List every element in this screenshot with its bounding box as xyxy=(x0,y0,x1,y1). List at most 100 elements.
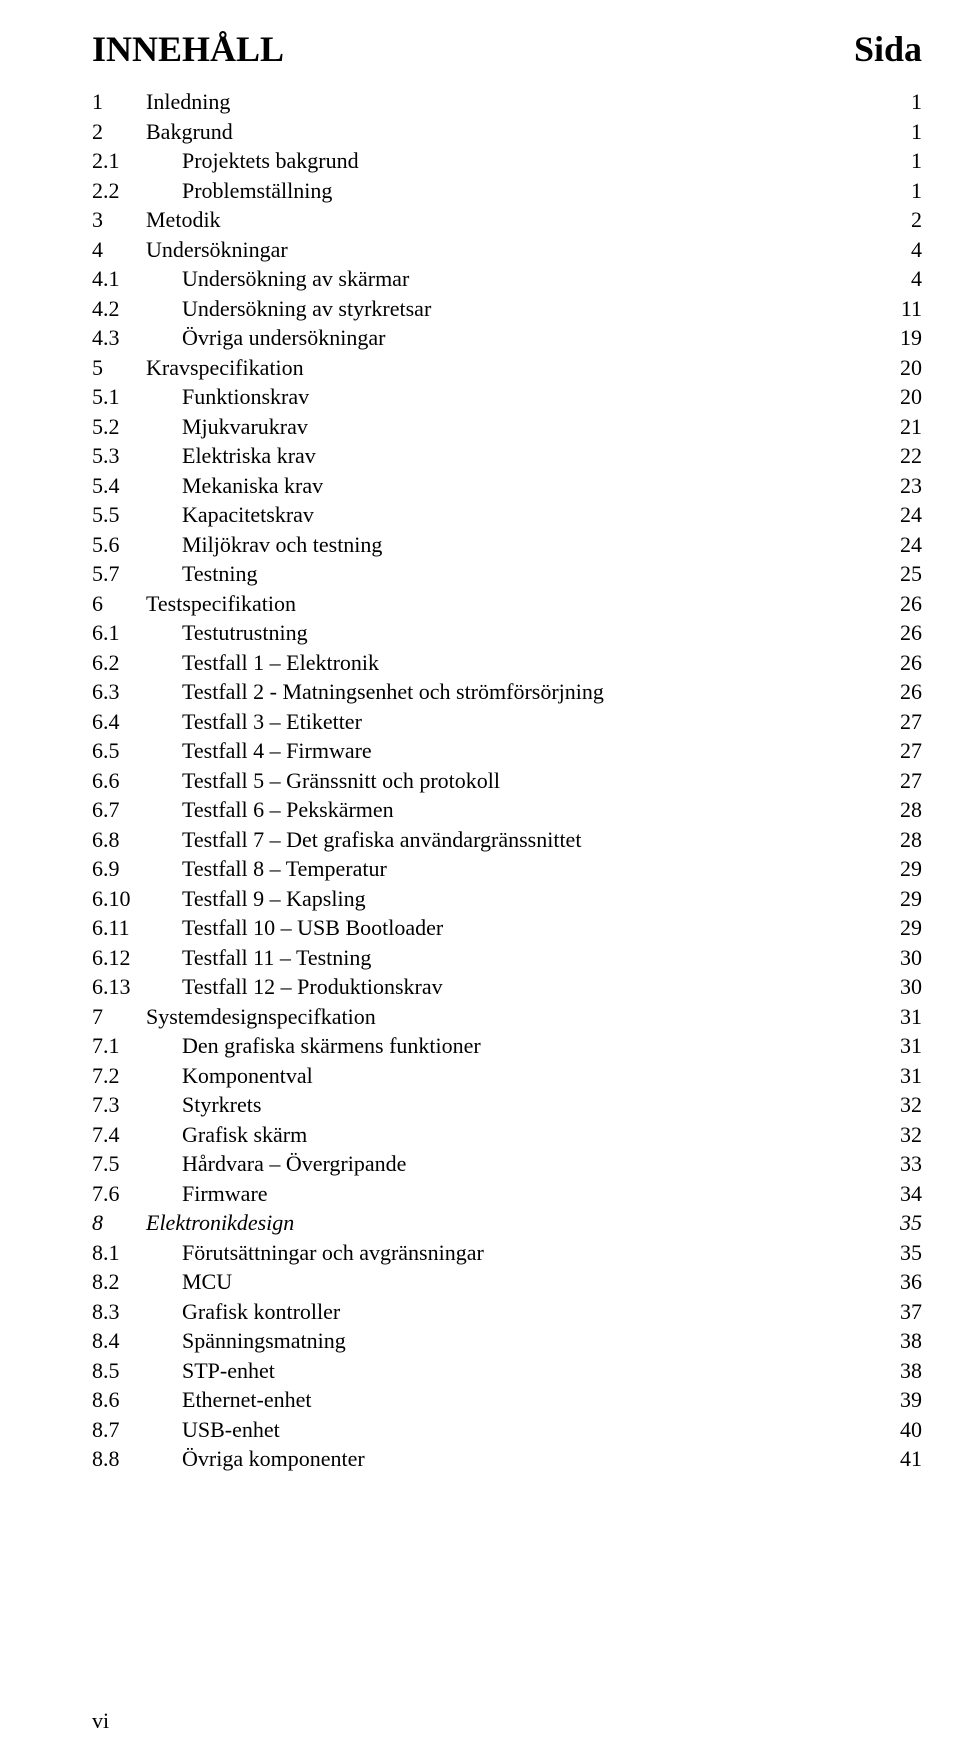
page: INNEHÅLL Sida 1Inledning12Bakgrund12.1Pr… xyxy=(0,0,960,1762)
toc-row: 8.7USB-enhet40 xyxy=(92,1416,922,1444)
toc-row-number: 5.6 xyxy=(92,531,182,559)
toc-row-number: 7.6 xyxy=(92,1180,182,1208)
toc-row: 6.6Testfall 5 – Gränssnitt och protokoll… xyxy=(92,767,922,795)
toc-row: 7.5Hårdvara – Övergripande33 xyxy=(92,1150,922,1178)
toc-row: 5.4Mekaniska krav23 xyxy=(92,472,922,500)
toc-row: 6.12Testfall 11 – Testning30 xyxy=(92,944,922,972)
toc-row-title: Undersökning av skärmar xyxy=(182,265,882,293)
toc-row-number: 8.2 xyxy=(92,1268,182,1296)
toc-row-page: 22 xyxy=(882,442,922,470)
toc-row-title: Firmware xyxy=(182,1180,882,1208)
toc-row: 8.4Spänningsmatning38 xyxy=(92,1327,922,1355)
toc-row-page: 33 xyxy=(882,1150,922,1178)
toc-row-page: 37 xyxy=(882,1298,922,1326)
toc-row-title: Problemställning xyxy=(182,177,882,205)
toc-row-title: Undersökning av styrkretsar xyxy=(182,295,882,323)
toc-row-page: 28 xyxy=(882,826,922,854)
toc-row-number: 7.5 xyxy=(92,1150,182,1178)
toc-row-page: 30 xyxy=(882,973,922,1001)
toc-row-title: Ethernet-enhet xyxy=(182,1386,882,1414)
toc-row-number: 5 xyxy=(92,354,146,382)
toc-row-number: 8.8 xyxy=(92,1445,182,1473)
toc-row-page: 34 xyxy=(882,1180,922,1208)
toc-row-number: 8.7 xyxy=(92,1416,182,1444)
toc-row: 6.9Testfall 8 – Temperatur29 xyxy=(92,855,922,883)
toc-row-title: Testfall 8 – Temperatur xyxy=(182,855,882,883)
toc-row: 7.3Styrkrets32 xyxy=(92,1091,922,1119)
toc-row-number: 6.9 xyxy=(92,855,182,883)
toc-row-number: 6.2 xyxy=(92,649,182,677)
toc-row-number: 6.10 xyxy=(92,885,182,913)
toc-row-number: 5.1 xyxy=(92,383,182,411)
page-footer: vi xyxy=(92,1708,109,1734)
toc-row-page: 29 xyxy=(882,885,922,913)
toc-row-title: STP-enhet xyxy=(182,1357,882,1385)
toc-row: 5.5Kapacitetskrav24 xyxy=(92,501,922,529)
toc-row: 6.2Testfall 1 – Elektronik26 xyxy=(92,649,922,677)
toc-row-title: Testfall 11 – Testning xyxy=(182,944,882,972)
toc-row: 5.3Elektriska krav22 xyxy=(92,442,922,470)
toc-row-title: Den grafiska skärmens funktioner xyxy=(182,1032,882,1060)
toc-row: 5.2Mjukvarukrav21 xyxy=(92,413,922,441)
toc-row-title: Hårdvara – Övergripande xyxy=(182,1150,882,1178)
toc-row: 6.13Testfall 12 – Produktionskrav30 xyxy=(92,973,922,1001)
toc-row-page: 26 xyxy=(882,649,922,677)
toc-row-title: Förutsättningar och avgränsningar xyxy=(182,1239,882,1267)
toc-row-page: 38 xyxy=(882,1357,922,1385)
toc-row-title: Testfall 3 – Etiketter xyxy=(182,708,882,736)
toc-row-page: 30 xyxy=(882,944,922,972)
toc-row-page: 29 xyxy=(882,855,922,883)
toc-row-title: Systemdesignspecifkation xyxy=(146,1003,882,1031)
toc-row-title: Testfall 5 – Gränssnitt och protokoll xyxy=(182,767,882,795)
toc-row-number: 4.1 xyxy=(92,265,182,293)
toc-row-number: 2 xyxy=(92,118,146,146)
toc-row-title: Grafisk kontroller xyxy=(182,1298,882,1326)
toc-row-title: Mjukvarukrav xyxy=(182,413,882,441)
toc-row-title: Metodik xyxy=(146,206,882,234)
toc-row: 7.4Grafisk skärm32 xyxy=(92,1121,922,1149)
toc-row-page: 26 xyxy=(882,678,922,706)
toc-row-number: 2.2 xyxy=(92,177,182,205)
toc-row-number: 8.3 xyxy=(92,1298,182,1326)
toc-row: 6.11Testfall 10 – USB Bootloader29 xyxy=(92,914,922,942)
toc-row: 1Inledning1 xyxy=(92,88,922,116)
toc-row: 8.6Ethernet-enhet39 xyxy=(92,1386,922,1414)
toc-row-page: 28 xyxy=(882,796,922,824)
toc-row-number: 8.6 xyxy=(92,1386,182,1414)
toc-row-page: 41 xyxy=(882,1445,922,1473)
toc-row-title: Testfall 1 – Elektronik xyxy=(182,649,882,677)
toc-row-page: 26 xyxy=(882,590,922,618)
toc-row-number: 7.3 xyxy=(92,1091,182,1119)
toc-row-page: 27 xyxy=(882,708,922,736)
toc-row-number: 7.2 xyxy=(92,1062,182,1090)
toc-row-page: 24 xyxy=(882,531,922,559)
toc-row-page: 27 xyxy=(882,767,922,795)
toc-row: 8.1Förutsättningar och avgränsningar35 xyxy=(92,1239,922,1267)
toc-row-number: 6.5 xyxy=(92,737,182,765)
toc-row-number: 6.6 xyxy=(92,767,182,795)
toc-row-number: 1 xyxy=(92,88,146,116)
toc-row-number: 7.4 xyxy=(92,1121,182,1149)
toc-row-page: 26 xyxy=(882,619,922,647)
toc-row-page: 2 xyxy=(882,206,922,234)
toc-row-title: Projektets bakgrund xyxy=(182,147,882,175)
toc-row-page: 31 xyxy=(882,1003,922,1031)
toc-row-title: Övriga undersökningar xyxy=(182,324,882,352)
toc-row-title: Testfall 6 – Pekskärmen xyxy=(182,796,882,824)
toc-row: 6.7Testfall 6 – Pekskärmen28 xyxy=(92,796,922,824)
toc-row-title: Elektronikdesign xyxy=(146,1209,882,1237)
toc-row-page: 1 xyxy=(882,177,922,205)
toc-row: 7.2Komponentval31 xyxy=(92,1062,922,1090)
toc-row-number: 7 xyxy=(92,1003,146,1031)
toc-row-number: 5.4 xyxy=(92,472,182,500)
toc-row: 3Metodik2 xyxy=(92,206,922,234)
toc-row-page: 31 xyxy=(882,1062,922,1090)
toc-row-title: Testning xyxy=(182,560,882,588)
toc-row-title: Kapacitetskrav xyxy=(182,501,882,529)
toc-row-number: 6.13 xyxy=(92,973,182,1001)
toc-row: 6.1Testutrustning26 xyxy=(92,619,922,647)
toc-row-page: 4 xyxy=(882,236,922,264)
toc-row-page: 19 xyxy=(882,324,922,352)
toc-row: 2.2Problemställning1 xyxy=(92,177,922,205)
toc-row-title: Testutrustning xyxy=(182,619,882,647)
